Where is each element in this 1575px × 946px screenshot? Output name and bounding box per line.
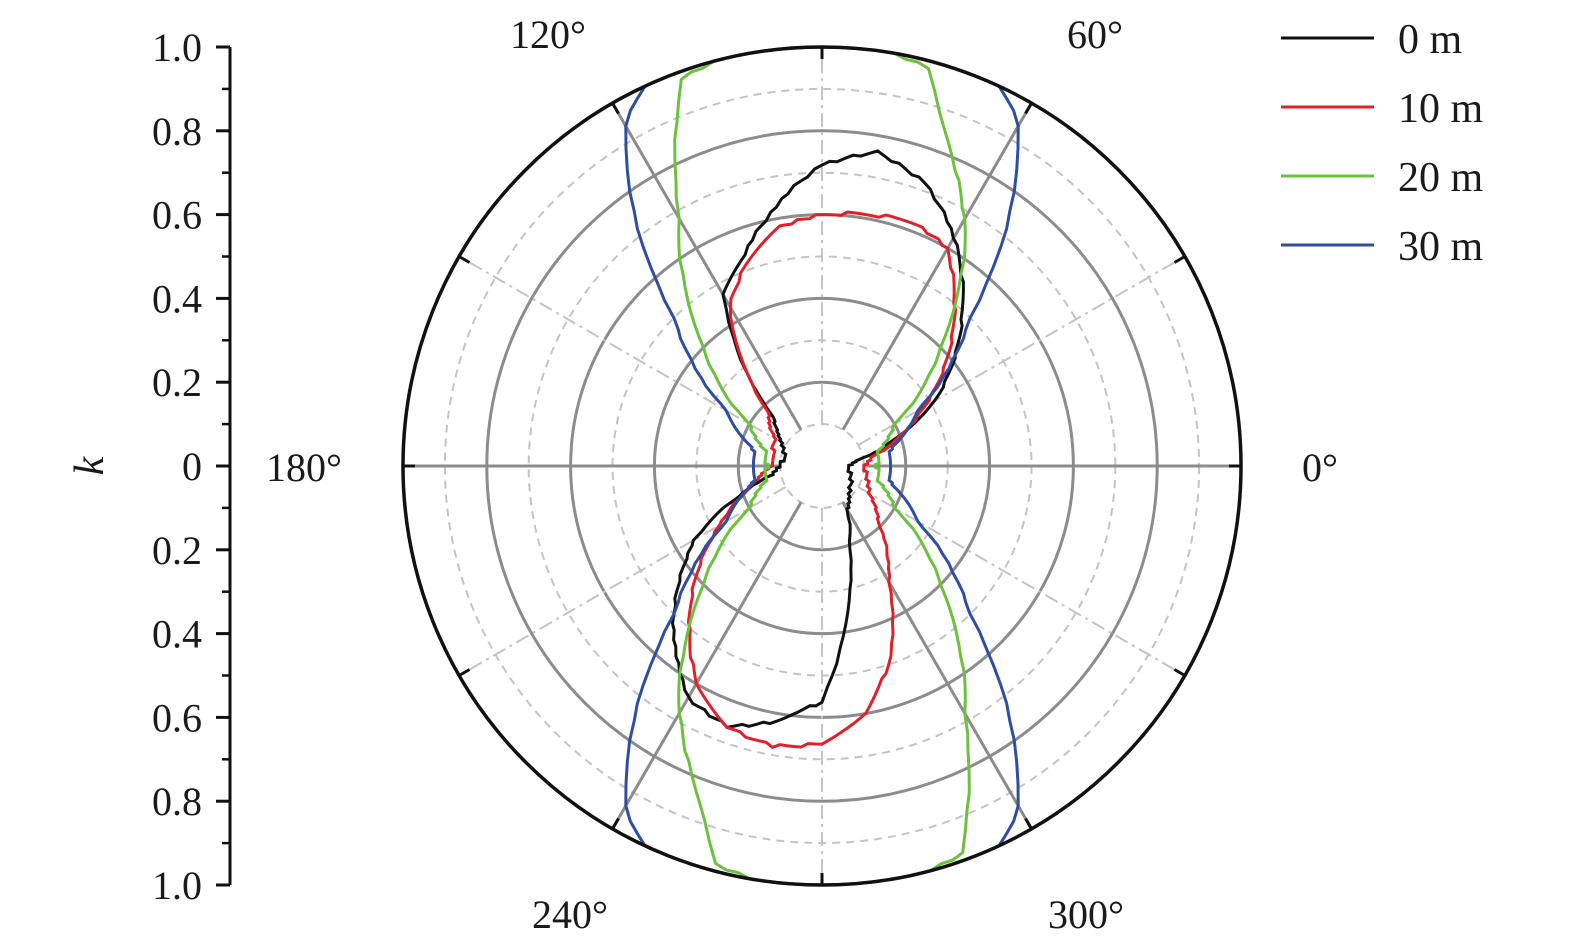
outer-tick xyxy=(458,668,471,677)
major-spoke xyxy=(611,501,803,830)
outer-tick xyxy=(458,255,471,264)
radial-tick-label: 0.6 xyxy=(152,193,202,238)
radial-tick-label: 0 xyxy=(182,444,202,489)
legend-label: 10 m xyxy=(1398,86,1484,132)
polar-frame xyxy=(401,45,1243,887)
series-group xyxy=(624,45,1020,887)
series-line-20-m xyxy=(673,45,971,887)
outer-tick xyxy=(1173,255,1186,264)
series-line-0-m xyxy=(670,149,965,729)
radial-axis: k 0 0.2 0.4 0.6 0.8 1.0 0.2 0.4 0.6 0.8 1.0 xyxy=(67,25,232,908)
minor-spoke xyxy=(857,255,1186,446)
angle-label-180: 180° xyxy=(266,445,342,490)
legend-label: 20 m xyxy=(1398,155,1484,201)
outer-tick xyxy=(611,102,620,115)
major-spoke xyxy=(611,102,803,431)
outer-tick xyxy=(1024,817,1033,830)
radial-tick-label: 1.0 xyxy=(152,25,202,70)
series-line-10-m xyxy=(686,210,958,749)
outer-tick xyxy=(1173,668,1186,677)
angle-label-0: 0° xyxy=(1302,445,1338,490)
radial-tick-label: 0.8 xyxy=(152,779,202,824)
angle-label-300: 300° xyxy=(1048,892,1124,937)
angle-label-60: 60° xyxy=(1067,12,1123,57)
minor-spoke xyxy=(458,486,787,677)
radial-tick-label: 0.6 xyxy=(152,695,202,740)
major-spoke xyxy=(841,102,1033,431)
radial-tick-label: 0.4 xyxy=(152,276,202,321)
polar-grid xyxy=(403,47,1241,885)
minor-spoke xyxy=(458,255,787,446)
angle-label-240: 240° xyxy=(532,892,608,937)
radial-tick-label: 0.2 xyxy=(152,528,202,573)
minor-spoke xyxy=(857,486,1186,677)
outer-tick xyxy=(611,817,620,830)
angle-label-120: 120° xyxy=(510,12,586,57)
legend: 0 m 10 m 20 m 30 m xyxy=(1281,17,1484,270)
radial-tick-label: 0.8 xyxy=(152,109,202,154)
radial-tick-label: 0.4 xyxy=(152,612,202,657)
series-line-30-m xyxy=(624,45,1020,887)
outer-tick xyxy=(1024,102,1033,115)
legend-label: 0 m xyxy=(1398,17,1463,63)
radial-tick-label: 1.0 xyxy=(152,863,202,908)
radial-tick-label: 0.2 xyxy=(152,360,202,405)
angle-labels: 0° 60° 120° 180° 240° 300° xyxy=(266,12,1338,937)
legend-label: 30 m xyxy=(1398,224,1484,270)
radial-axis-label: k xyxy=(67,455,113,475)
major-spoke xyxy=(841,501,1033,830)
